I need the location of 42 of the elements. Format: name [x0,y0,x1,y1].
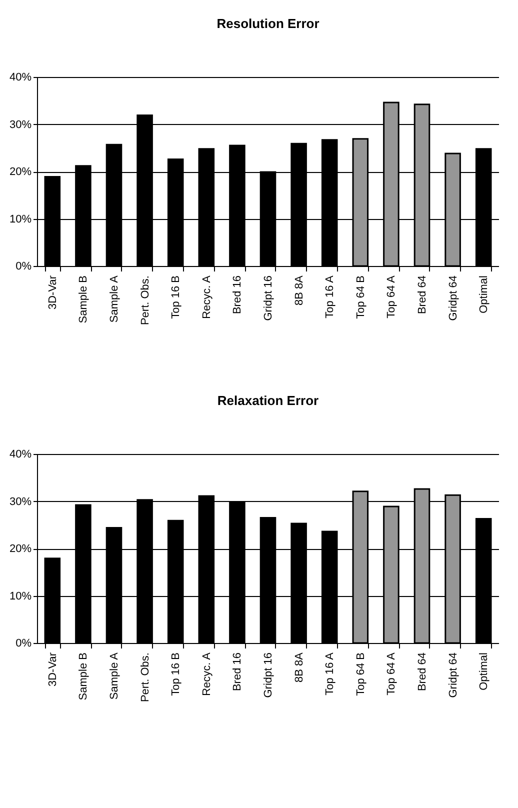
x-tick-label: Optimal [478,276,490,314]
y-tick-label: 20% [9,166,32,178]
x-tick-label: Top 64 B [354,652,367,696]
x-tick-label: Recyc. A [200,652,213,696]
x-tick-label: 3D-Var [46,275,59,310]
x-tick-label: Top 16 B [170,276,182,319]
x-tick-label: Pert. Obs. [139,276,152,326]
x-tick-label: Top 64 A [386,274,398,318]
y-tick-label: 20% [9,543,32,555]
chart-title: Resolution Error [216,16,320,31]
x-tick-label: Bred 16 [232,652,244,692]
x-tick-label: Gridpt 64 [447,652,460,698]
y-tick-label: 40% [9,448,32,460]
x-tick-label: 8B 8A [293,652,306,682]
chart-title: Relaxation Error [217,393,319,408]
x-tick-label: Sample B [78,276,90,324]
y-tick-label: 10% [9,213,32,226]
x-tick-label: Gridpt 16 [262,276,274,321]
x-tick-label: Top 16 A [324,652,336,696]
x-tick-label: Sample B [78,652,90,700]
y-tick-label: 0% [16,260,32,272]
y-tick-label: 40% [9,72,32,84]
x-tick-label: Optimal [478,652,490,690]
x-tick-label: Bred 64 [416,652,428,692]
y-tick-label: 30% [9,118,32,131]
x-tick-label: Recyc. A [200,274,213,319]
x-tick-label: Top 64 B [354,276,367,319]
y-tick-label: 0% [16,638,32,650]
x-tick-label: Pert. Obs. [139,652,152,702]
x-tick-label: Sample A [108,274,120,323]
x-tick-label: 8B 8A [293,274,306,306]
x-tick-label: Gridpt 64 [447,276,460,321]
x-tick-label: Top 16 A [324,274,336,318]
x-tick-label: Sample A [108,652,120,700]
x-tick-label: Gridpt 16 [262,652,274,698]
x-tick-label: Top 16 B [170,652,182,696]
x-tick-label: Bred 16 [232,276,244,314]
x-tick-label: Top 64 A [386,652,398,696]
x-tick-label: 3D-Var [46,652,59,687]
x-tick-label: Bred 64 [416,276,428,314]
y-tick-label: 30% [9,496,32,508]
y-tick-label: 10% [9,590,32,602]
